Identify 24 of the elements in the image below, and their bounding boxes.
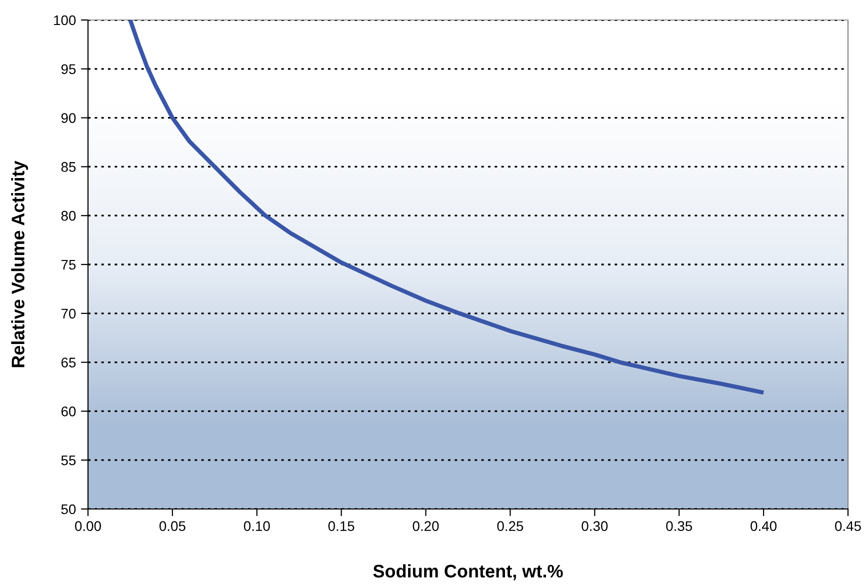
x-tick-label: 0.35 bbox=[666, 521, 692, 532]
y-tick-label: 85 bbox=[61, 162, 76, 172]
x-tick-label: 0.10 bbox=[244, 521, 270, 532]
y-tick-label: 65 bbox=[61, 358, 76, 368]
x-tick-label: 0.15 bbox=[328, 521, 354, 532]
y-tick-label: 80 bbox=[61, 210, 76, 221]
y-tick-label: 55 bbox=[61, 456, 76, 466]
y-tick-label: 95 bbox=[61, 64, 76, 74]
y-tick-label: 50 bbox=[61, 504, 76, 514]
x-tick-label: 0.40 bbox=[750, 521, 777, 532]
y-tick-label: 75 bbox=[61, 260, 76, 270]
x-tick-label: 0.30 bbox=[582, 521, 608, 532]
x-tick-label: 0.20 bbox=[412, 521, 439, 532]
y-tick-label: 60 bbox=[61, 406, 76, 416]
x-tick-label: 0.00 bbox=[75, 521, 101, 532]
x-axis-title: Sodium Content, wt.% bbox=[373, 564, 563, 580]
line-series bbox=[128, 20, 766, 395]
y-axis-title: Relative Volume Activity bbox=[11, 160, 28, 368]
x-tick-label: 0.05 bbox=[159, 521, 186, 532]
x-tick-label: 0.25 bbox=[497, 521, 524, 532]
y-tick-label: 90 bbox=[61, 113, 76, 123]
x-tick-label: 0.45 bbox=[835, 521, 861, 532]
y-tick-label: 100 bbox=[54, 15, 76, 26]
y-tick-label: 70 bbox=[61, 308, 76, 319]
